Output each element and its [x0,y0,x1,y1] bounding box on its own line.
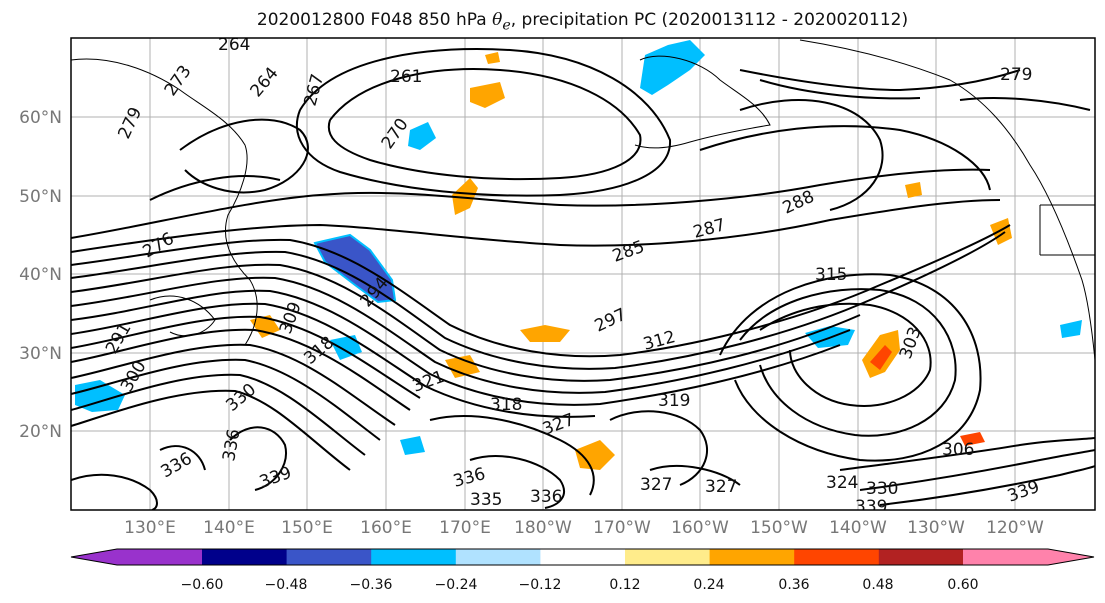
lat-label: 30°N [19,344,62,364]
lon-label: 150°E [281,518,333,538]
longitude-labels: 130°E 140°E 150°E 160°E 170°E 180°W 170°… [124,518,1044,538]
contour-label: 319 [658,391,690,411]
lon-label: 160°E [360,518,412,538]
colorbar-segment [709,549,795,565]
contour-label: 339 [855,497,887,517]
colorbar-tick-label: −0.36 [350,577,393,593]
colorbar-segment [117,549,203,565]
colorbar-tick-label: 0.12 [609,577,640,593]
contour-label: 335 [470,490,502,510]
colorbar-segment [625,549,711,565]
colorbar-segment [963,549,1049,565]
latitude-labels: 60°N 50°N 40°N 30°N 20°N [19,108,62,442]
gridlines [71,38,1095,510]
lat-label: 40°N [19,265,62,285]
colorbar-segment [286,549,372,565]
colorbar-segment [878,549,964,565]
contour-label: 327 [705,477,737,497]
lat-label: 60°N [19,108,62,128]
lon-label: 130°W [907,518,965,538]
lon-label: 120°W [986,518,1044,538]
lon-label: 160°W [671,518,729,538]
map-frame [70,37,1096,511]
contour-label: 279 [1000,65,1032,85]
colorbar-tick-label: −0.60 [181,577,224,593]
colorbar-extend-low [71,549,117,565]
theta-e-contours [71,48,1095,510]
contour-label: 264 [218,35,250,55]
colorbar-segment [455,549,541,565]
contour-label: 336 [530,487,562,507]
colorbar-extend-high [1048,549,1094,565]
contour-label: 315 [815,265,847,285]
colorbar-tick-label: 0.60 [947,577,978,593]
lon-label: 140°E [203,518,255,538]
colorbar-tick-label: −0.48 [265,577,308,593]
colorbar-segment [371,549,457,565]
map-title: 2020012800 F048 850 hPa θe, precipitatio… [256,10,909,34]
colorbar-segment [794,549,880,565]
lon-label: 170°E [439,518,491,538]
contour-label: 318 [490,395,522,415]
map-area: 264 273 279 261 267 270 264 279 276 285 … [71,35,1095,517]
lon-label: 130°E [124,518,176,538]
colorbar-segment [202,549,288,565]
lat-label: 50°N [19,187,62,207]
colorbar-tick-label: 0.36 [778,577,809,593]
colorbar [70,548,1095,566]
colorbar-segment [540,549,626,565]
colorbar-tick-label: −0.12 [519,577,562,593]
contour-label: 324 [826,473,858,493]
colorbar-tick-label: 0.24 [693,577,724,593]
precip-shading [75,40,1082,470]
lon-label: 140°W [829,518,887,538]
lon-label: 170°W [593,518,651,538]
contour-label: 306 [942,440,974,460]
lon-label: 150°W [750,518,808,538]
contour-label: 261 [390,67,422,87]
colorbar-tick-label: 0.48 [862,577,893,593]
contour-label: 330 [866,479,898,499]
colorbar-outline [70,548,1095,566]
lon-label: 180°W [514,518,572,538]
lat-label: 20°N [19,422,62,442]
contour-label: 327 [640,475,672,495]
colorbar-tick-label: −0.24 [435,577,478,593]
colorbar-tick-labels: −0.60 −0.48 −0.36 −0.24 −0.12 0.12 0.24 … [181,577,979,593]
